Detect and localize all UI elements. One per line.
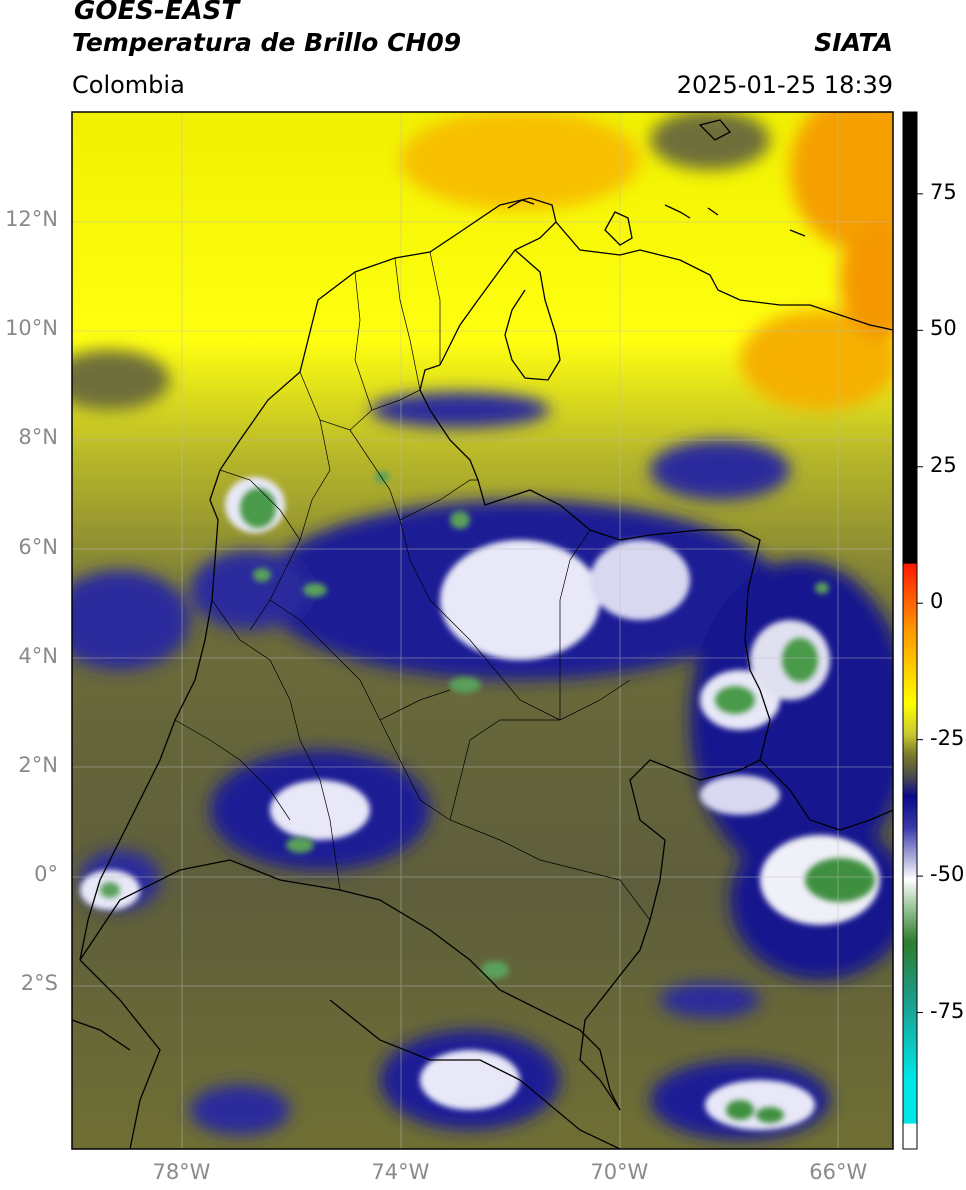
lat-tick-label: 12°N [5, 207, 58, 232]
lat-tick-label: 10°N [5, 316, 58, 341]
department-borders [174, 251, 651, 921]
lat-tick-label: 4°N [18, 643, 58, 668]
colorbar-ticks [917, 193, 923, 1014]
lon-tick-label: 66°W [809, 1160, 868, 1184]
timestamp-label: 2025-01-25 18:39 [676, 71, 893, 99]
lon-tick-label: 70°W [590, 1160, 649, 1184]
colorbar-tick-label: 0 [930, 589, 944, 614]
source-label: SIATA [814, 28, 893, 57]
lat-tick-label: 2°N [18, 752, 58, 777]
colorbar-tick-label: -50 [930, 862, 965, 887]
map-frame [71, 111, 894, 1150]
colorbar-tick-label: -25 [930, 725, 965, 750]
lat-tick-label: 2°S [20, 971, 58, 996]
brightness-temperature-field [72, 112, 893, 1149]
lon-tick-label: 74°W [371, 1160, 430, 1184]
lat-tick-label: 6°N [18, 534, 58, 559]
satellite-title: GOES-EAST [74, 0, 240, 26]
lon-tick-label: 78°W [152, 1160, 211, 1184]
colorbar-tick-label: 75 [930, 179, 957, 204]
colorbar-tick-label: -75 [930, 998, 965, 1023]
country-borders [72, 119, 893, 1149]
colorbar [902, 111, 918, 1150]
region-label: Colombia [72, 71, 185, 99]
lat-tick-label: 8°N [18, 425, 58, 450]
product-title: Temperatura de Brillo CH09 [72, 28, 462, 57]
colorbar-tick-label: 25 [930, 452, 957, 477]
lat-tick-label: 0° [34, 862, 58, 887]
colorbar-tick-label: 50 [930, 316, 957, 341]
